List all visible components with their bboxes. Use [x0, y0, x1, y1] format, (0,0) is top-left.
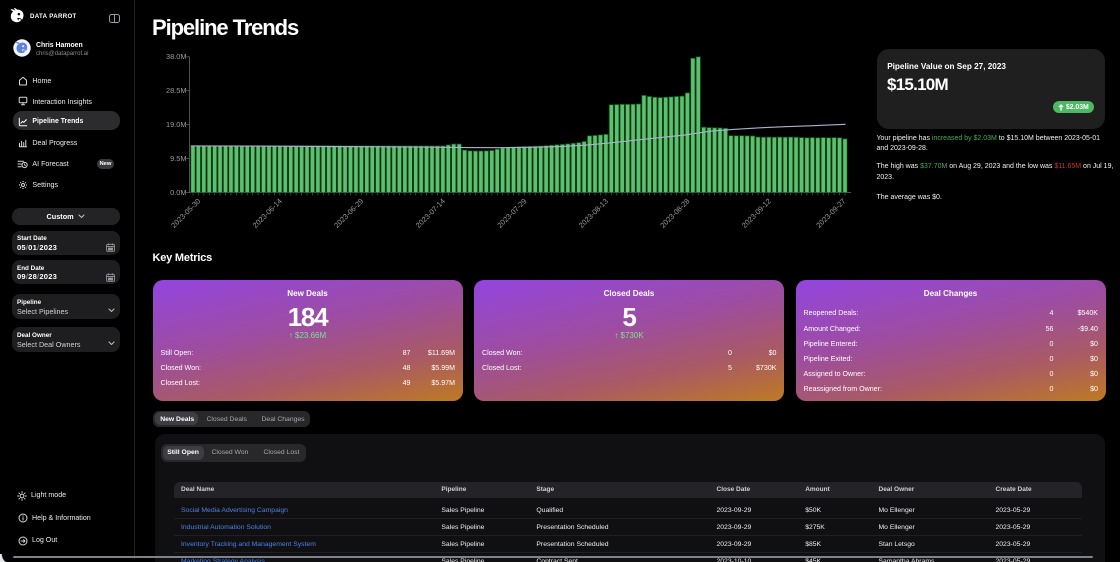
svg-text:2023-08-13: 2023-08-13: [577, 197, 610, 230]
svg-text:28.5M: 28.5M: [166, 86, 187, 95]
svg-text:2023-07-29: 2023-07-29: [495, 197, 528, 230]
svg-text:2023-05-30: 2023-05-30: [169, 197, 202, 230]
svg-text:2023-07-14: 2023-07-14: [414, 197, 447, 230]
svg-text:2023-06-14: 2023-06-14: [251, 197, 284, 230]
svg-text:2023-06-29: 2023-06-29: [332, 197, 365, 230]
svg-text:0.0M: 0.0M: [170, 188, 186, 197]
svg-text:38.0M: 38.0M: [166, 52, 187, 61]
svg-text:2023-09-12: 2023-09-12: [740, 197, 773, 230]
svg-text:9.5M: 9.5M: [170, 154, 186, 163]
svg-text:19.0M: 19.0M: [166, 120, 187, 129]
svg-text:2023-08-28: 2023-08-28: [658, 197, 691, 230]
svg-text:2023-09-27: 2023-09-27: [814, 197, 847, 230]
